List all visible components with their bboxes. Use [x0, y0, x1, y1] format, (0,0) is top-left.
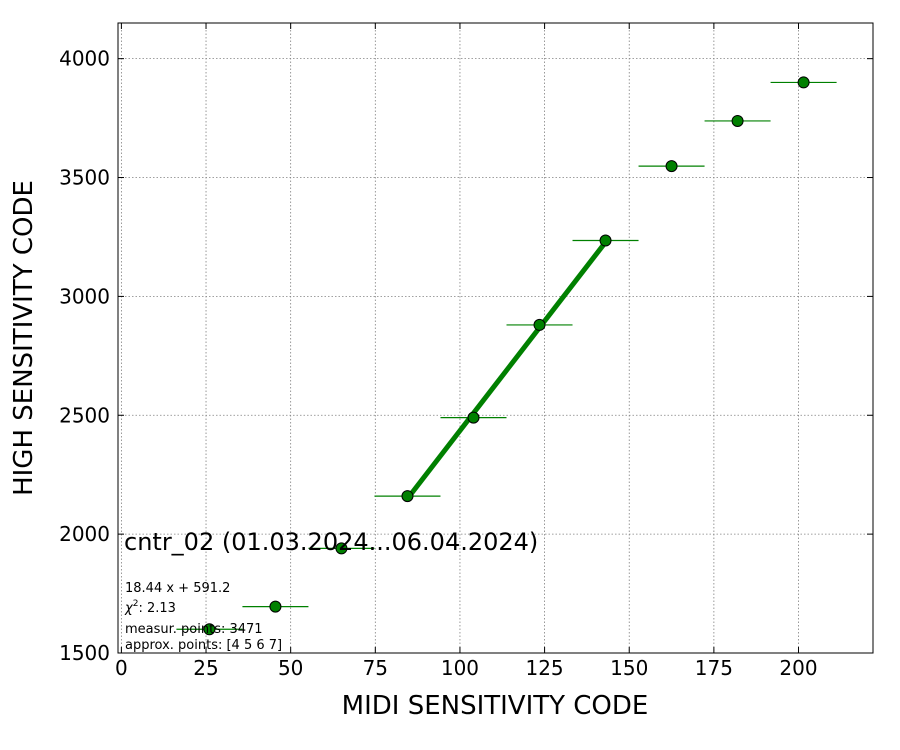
- chart-title: cntr_02 (01.03.2024...06.04.2024): [124, 528, 538, 556]
- x-tick-label: 50: [278, 656, 303, 680]
- x-tick-label: 0: [115, 656, 128, 680]
- fit-line: [405, 240, 608, 501]
- approx-points: approx. points: [4 5 6 7]: [125, 638, 282, 653]
- data-point: [599, 234, 612, 247]
- y-tick-label: 3000: [59, 284, 110, 308]
- data-point: [797, 76, 810, 89]
- fit-layer: [405, 240, 608, 501]
- data-point: [731, 114, 744, 127]
- y-tick-label: 2000: [59, 522, 110, 546]
- data-point: [401, 490, 414, 503]
- y-tick-label: 1500: [59, 641, 110, 665]
- chi2-label: χ2: 2.13: [124, 599, 176, 616]
- x-tick-label: 150: [610, 656, 648, 680]
- x-tick-label: 25: [193, 656, 218, 680]
- x-axis-label: MIDI SENSITIVITY CODE: [342, 691, 649, 721]
- data-point: [269, 600, 282, 613]
- measur-points: measur. points: 3471: [125, 622, 263, 637]
- point-layer: [203, 76, 810, 636]
- data-point: [467, 411, 480, 424]
- grid-layer: [118, 23, 873, 654]
- y-tick-label: 3500: [59, 166, 110, 190]
- y-tick-label: 2500: [59, 403, 110, 427]
- y-tick-label: 4000: [59, 47, 110, 71]
- tick-layer: 0 25 50 75 100 125 150 175 200 1500 2000 2500 3000 35…: [59, 23, 873, 680]
- data-point: [665, 160, 678, 173]
- data-point: [533, 318, 546, 331]
- plot-frame: [117, 22, 874, 654]
- x-tick-label: 100: [441, 656, 479, 680]
- x-tick-label: 175: [695, 656, 733, 680]
- x-tick-label: 125: [525, 656, 563, 680]
- x-tick-label: 200: [779, 656, 817, 680]
- data-point: [335, 542, 348, 555]
- data-point: [203, 623, 216, 636]
- chi2-value: : 2.13: [138, 601, 175, 616]
- y-axis-label: HIGH SENSITIVITY CODE: [9, 180, 39, 496]
- fit-equation: 18.44 x + 591.2: [125, 581, 230, 596]
- x-tick-label: 75: [363, 656, 388, 680]
